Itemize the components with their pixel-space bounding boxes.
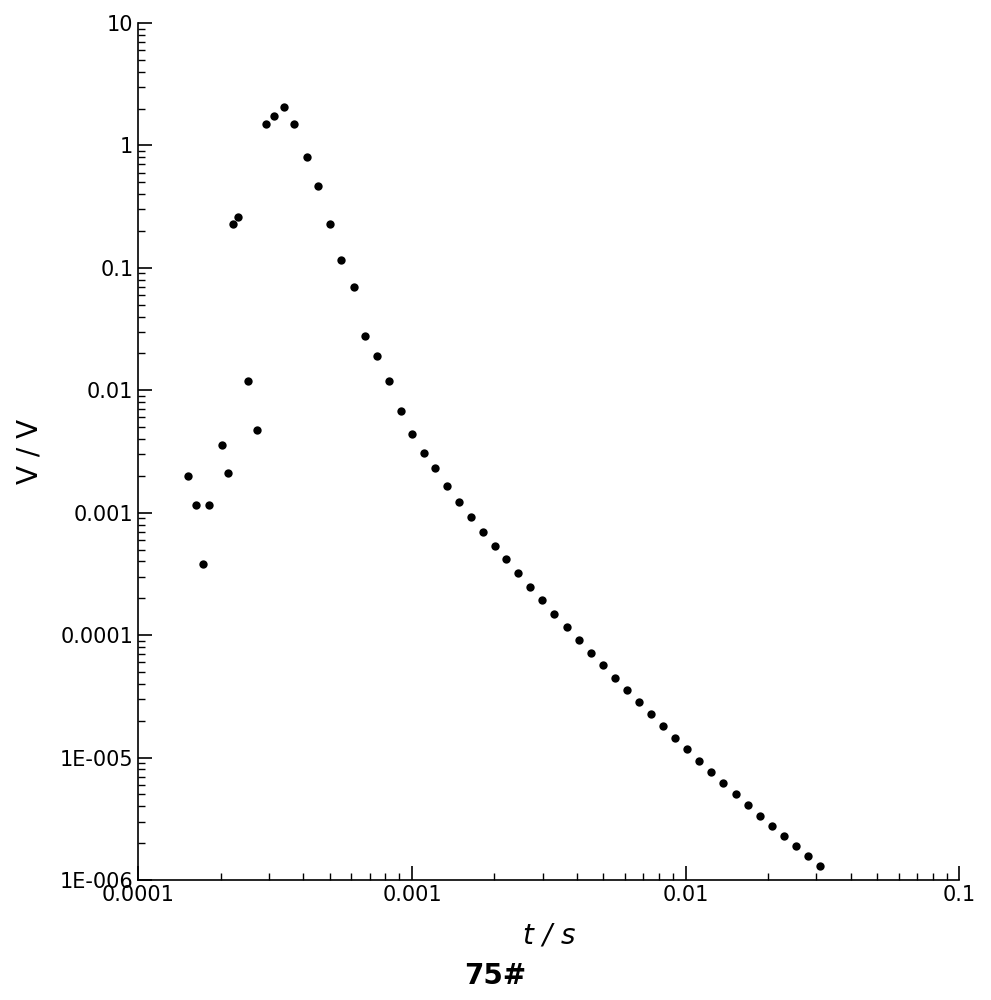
Point xyxy=(463,509,479,525)
Point xyxy=(788,838,804,854)
Point xyxy=(667,730,683,746)
Point xyxy=(309,178,325,194)
Point xyxy=(298,149,314,165)
Point xyxy=(357,328,373,344)
Point xyxy=(346,279,362,295)
Point xyxy=(381,373,396,389)
Point xyxy=(404,426,420,442)
Point xyxy=(559,619,575,635)
Point xyxy=(655,718,671,734)
Point xyxy=(415,445,431,461)
Point xyxy=(266,108,281,124)
Point xyxy=(716,775,731,791)
Point xyxy=(752,808,768,824)
Point xyxy=(813,858,828,874)
X-axis label: t / s: t / s xyxy=(522,922,575,950)
Point xyxy=(606,670,622,686)
Point xyxy=(201,497,217,513)
Point xyxy=(439,478,455,494)
Point xyxy=(776,828,792,844)
Point xyxy=(583,645,599,661)
Point xyxy=(187,497,203,513)
Point xyxy=(369,348,385,364)
Point xyxy=(230,209,246,225)
Point xyxy=(487,538,502,554)
Point xyxy=(692,753,708,769)
Point xyxy=(546,606,562,622)
Point xyxy=(631,694,647,710)
Y-axis label: V / V: V / V xyxy=(15,419,43,484)
Point xyxy=(258,116,274,132)
Point xyxy=(534,592,550,608)
Point xyxy=(679,741,695,757)
Point xyxy=(739,797,755,813)
Point xyxy=(704,764,719,780)
Point xyxy=(643,706,659,722)
Point xyxy=(333,252,349,268)
Point xyxy=(595,657,610,673)
Point xyxy=(522,579,538,595)
Point xyxy=(214,437,230,453)
Point xyxy=(618,682,634,698)
Point xyxy=(498,551,514,567)
Point xyxy=(322,216,338,232)
Point xyxy=(393,403,409,419)
Point xyxy=(427,460,443,476)
Point xyxy=(240,373,256,389)
Point xyxy=(276,99,292,115)
Point xyxy=(801,848,817,864)
Point xyxy=(180,468,196,484)
Point xyxy=(220,465,236,481)
Point xyxy=(475,524,491,540)
Text: 75#: 75# xyxy=(465,962,526,990)
Point xyxy=(510,565,526,581)
Point xyxy=(250,422,266,438)
Point xyxy=(727,786,743,802)
Point xyxy=(225,216,241,232)
Point xyxy=(286,116,302,132)
Point xyxy=(195,556,211,572)
Point xyxy=(764,818,780,834)
Point xyxy=(571,632,587,648)
Point xyxy=(451,494,467,510)
